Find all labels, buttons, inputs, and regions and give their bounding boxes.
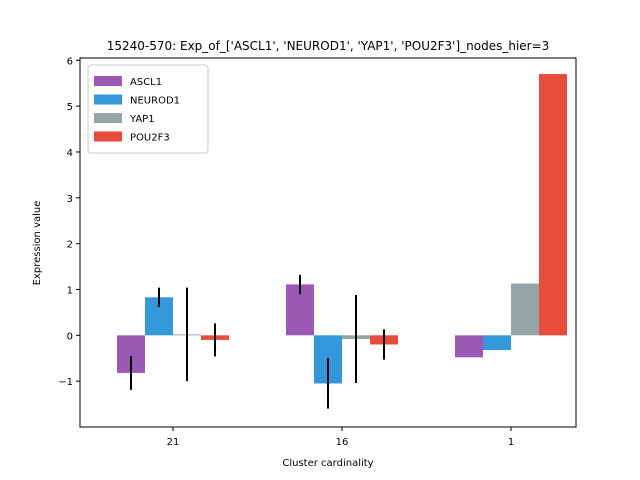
bar-neurod1-1: [483, 335, 511, 350]
y-tick-label: 0: [67, 331, 73, 342]
y-tick-label: 4: [67, 148, 73, 159]
x-axis-label: Cluster cardinality: [282, 458, 373, 469]
plot-area: −1 0 1 2 3 4 5 6 21 16 1: [58, 56, 577, 448]
x-tick-label: 16: [336, 437, 349, 448]
legend-label-ascl1: ASCL1: [130, 77, 162, 88]
bar-ascl1-1: [455, 335, 483, 358]
y-axis-label: Expression value: [32, 201, 43, 286]
x-tick-label: 1: [508, 437, 514, 448]
bar-pou2f3-1: [539, 74, 567, 336]
y-tick-label: 2: [67, 240, 73, 251]
legend-label-yap1: YAP1: [129, 114, 155, 125]
legend-swatch-ascl1: [94, 76, 122, 86]
y-tick-label: −1: [58, 377, 73, 388]
legend-label-pou2f3: POU2F3: [130, 133, 170, 144]
y-tick-label: 3: [67, 194, 73, 205]
legend-swatch-yap1: [94, 113, 122, 123]
y-tick-label: 6: [67, 56, 73, 67]
y-tick-label: 5: [67, 102, 73, 113]
legend-swatch-neurod1: [94, 94, 122, 105]
axes-frame: [79, 57, 577, 428]
x-tick-label: 21: [167, 437, 180, 448]
y-tick-label: 1: [67, 285, 73, 296]
legend: ASCL1 NEUROD1 YAP1 POU2F3: [87, 64, 209, 154]
legend-box: [87, 64, 209, 154]
legend-label-neurod1: NEUROD1: [130, 96, 180, 107]
bar-yap1-1: [511, 283, 539, 336]
chart-title: 15240-570: Exp_of_['ASCL1', 'NEUROD1', '…: [107, 39, 550, 53]
legend-swatch-pou2f3: [94, 131, 122, 142]
